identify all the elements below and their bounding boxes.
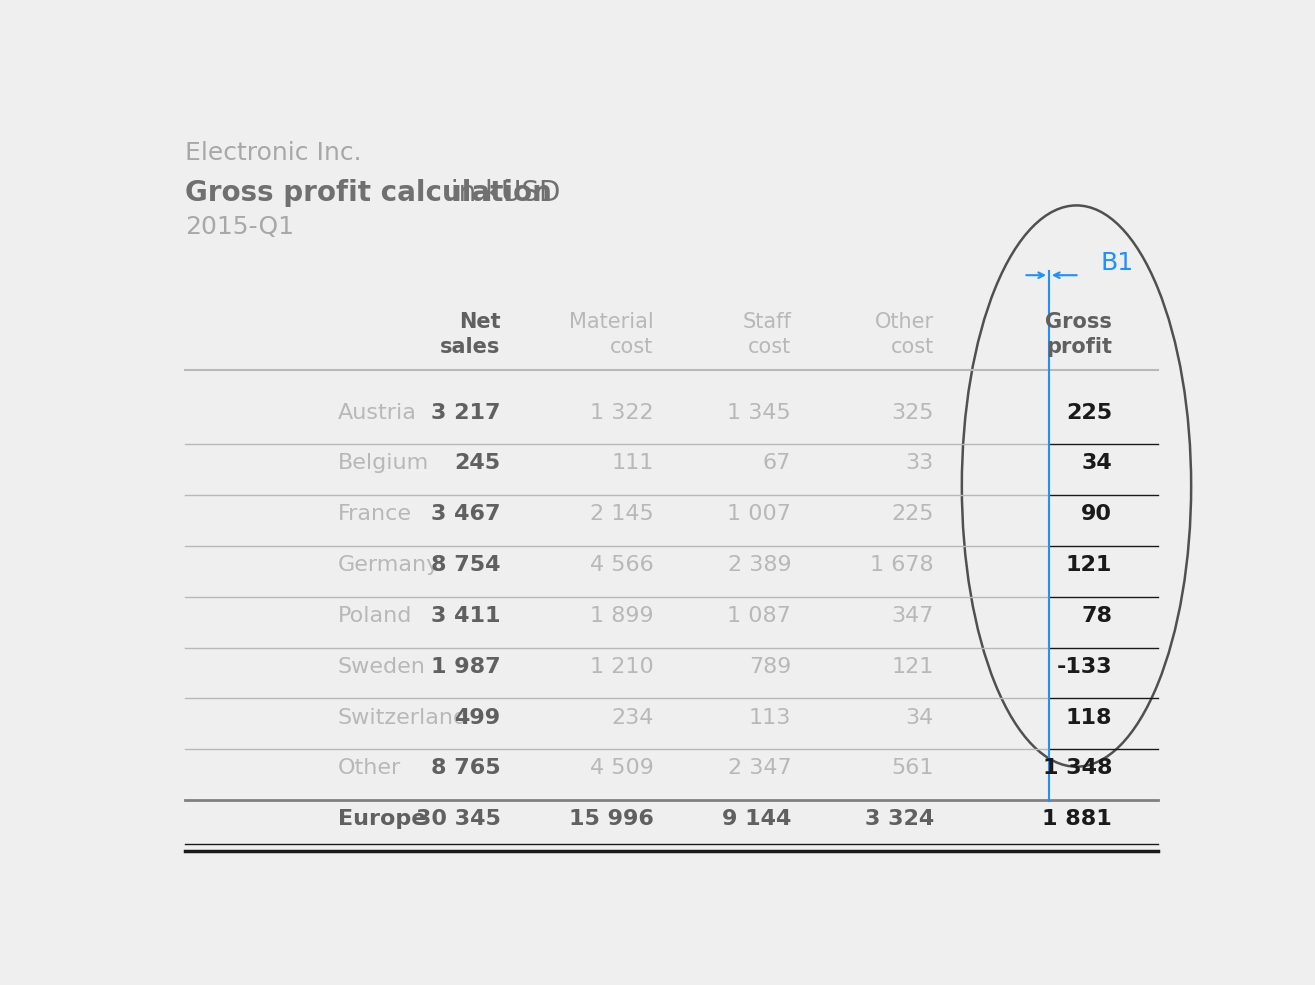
Text: Europe: Europe bbox=[338, 809, 426, 829]
Text: in kUSD: in kUSD bbox=[442, 179, 560, 207]
Text: B1: B1 bbox=[1101, 251, 1134, 275]
Text: 30 345: 30 345 bbox=[416, 809, 501, 829]
Text: 225: 225 bbox=[892, 504, 934, 524]
Text: 113: 113 bbox=[748, 707, 792, 728]
Text: Sweden: Sweden bbox=[338, 657, 426, 677]
Text: 8 765: 8 765 bbox=[431, 758, 501, 778]
Text: Switzerland: Switzerland bbox=[338, 707, 468, 728]
Text: 33: 33 bbox=[906, 453, 934, 474]
Text: 2 389: 2 389 bbox=[727, 556, 792, 575]
Text: 3 217: 3 217 bbox=[431, 403, 501, 423]
Text: 121: 121 bbox=[892, 657, 934, 677]
Text: France: France bbox=[338, 504, 412, 524]
Text: 245: 245 bbox=[455, 453, 501, 474]
Text: 1 087: 1 087 bbox=[727, 606, 792, 625]
Text: 1 881: 1 881 bbox=[1043, 809, 1112, 829]
Text: 111: 111 bbox=[611, 453, 654, 474]
Text: Gross
profit: Gross profit bbox=[1045, 311, 1112, 358]
Text: 34: 34 bbox=[906, 707, 934, 728]
Text: 118: 118 bbox=[1065, 707, 1112, 728]
Text: Poland: Poland bbox=[338, 606, 412, 625]
Text: -133: -133 bbox=[1056, 657, 1112, 677]
Text: 789: 789 bbox=[748, 657, 792, 677]
Text: 2 347: 2 347 bbox=[727, 758, 792, 778]
Text: 1 322: 1 322 bbox=[590, 403, 654, 423]
Text: Germany: Germany bbox=[338, 556, 441, 575]
Text: Gross profit calculation: Gross profit calculation bbox=[184, 179, 551, 207]
Text: 1 348: 1 348 bbox=[1043, 758, 1112, 778]
Text: 3 467: 3 467 bbox=[431, 504, 501, 524]
Text: 499: 499 bbox=[455, 707, 501, 728]
Text: 3 324: 3 324 bbox=[864, 809, 934, 829]
Text: 2 145: 2 145 bbox=[590, 504, 654, 524]
Text: Material
cost: Material cost bbox=[569, 311, 654, 358]
Text: Net
sales: Net sales bbox=[441, 311, 501, 358]
Text: 90: 90 bbox=[1081, 504, 1112, 524]
Text: 234: 234 bbox=[611, 707, 654, 728]
Text: Belgium: Belgium bbox=[338, 453, 429, 474]
Text: 9 144: 9 144 bbox=[722, 809, 792, 829]
Text: 561: 561 bbox=[892, 758, 934, 778]
Text: Other: Other bbox=[338, 758, 401, 778]
Text: 67: 67 bbox=[763, 453, 792, 474]
Text: Staff
cost: Staff cost bbox=[742, 311, 792, 358]
Text: 1 678: 1 678 bbox=[871, 556, 934, 575]
Text: 325: 325 bbox=[892, 403, 934, 423]
Text: 4 509: 4 509 bbox=[589, 758, 654, 778]
Text: 34: 34 bbox=[1081, 453, 1112, 474]
Text: 1 007: 1 007 bbox=[727, 504, 792, 524]
Text: Austria: Austria bbox=[338, 403, 417, 423]
Text: 1 987: 1 987 bbox=[431, 657, 501, 677]
Text: Electronic Inc.: Electronic Inc. bbox=[184, 141, 362, 164]
Text: 1 210: 1 210 bbox=[590, 657, 654, 677]
Text: 225: 225 bbox=[1066, 403, 1112, 423]
Text: 15 996: 15 996 bbox=[568, 809, 654, 829]
Text: 1 899: 1 899 bbox=[590, 606, 654, 625]
Text: 2015-Q1: 2015-Q1 bbox=[184, 216, 293, 239]
Text: 121: 121 bbox=[1065, 556, 1112, 575]
Text: 347: 347 bbox=[892, 606, 934, 625]
Text: Other
cost: Other cost bbox=[874, 311, 934, 358]
Text: 1 345: 1 345 bbox=[727, 403, 792, 423]
Text: 8 754: 8 754 bbox=[431, 556, 501, 575]
Text: 4 566: 4 566 bbox=[590, 556, 654, 575]
Text: 3 411: 3 411 bbox=[431, 606, 501, 625]
Text: 78: 78 bbox=[1081, 606, 1112, 625]
